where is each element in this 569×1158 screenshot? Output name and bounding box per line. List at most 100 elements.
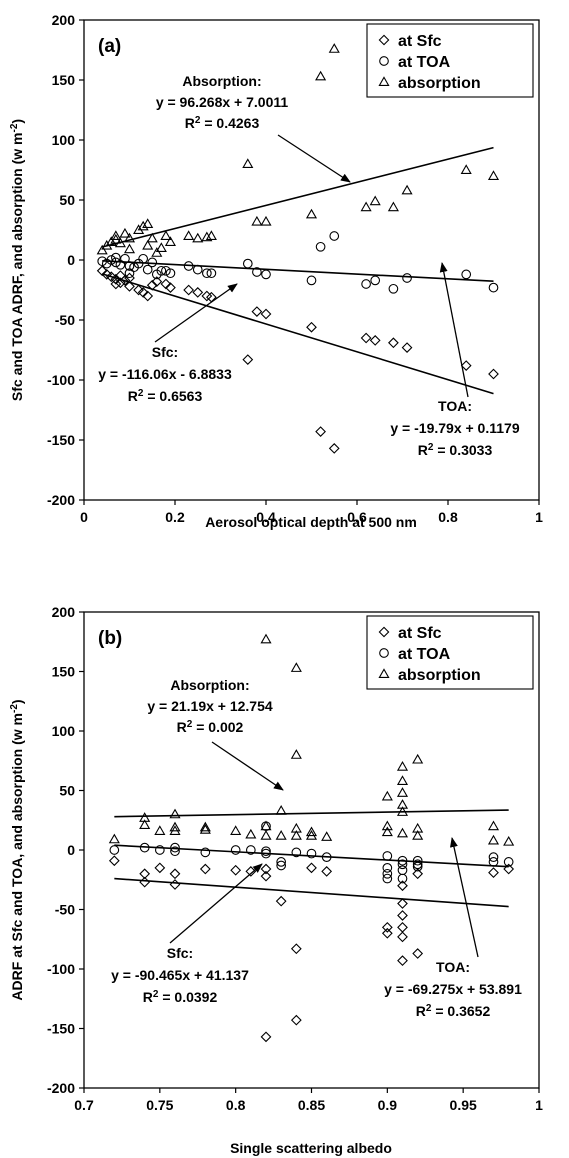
annotation-arrow-sfc-a [154, 283, 238, 343]
data-point [123, 232, 136, 243]
legend-label: at TOA [398, 646, 451, 663]
data-point [503, 857, 514, 867]
data-point [137, 287, 149, 298]
fit-line-sfc [101, 273, 494, 395]
data-point [321, 866, 333, 877]
series-at-sfc [108, 855, 515, 1043]
data-point [165, 282, 176, 293]
series-at-sfc [96, 265, 499, 454]
data-point [321, 852, 332, 862]
data-point [192, 232, 204, 243]
data-point [275, 830, 287, 840]
x-tick-label: 0.6 [347, 509, 367, 525]
data-point [315, 426, 326, 437]
data-point [202, 268, 212, 279]
legend-label: absorption [398, 75, 481, 92]
legend-marker-diamond [378, 626, 390, 638]
data-point [261, 848, 271, 859]
fit-equation: y = -69.275x + 53.891 [384, 981, 522, 997]
fit-lines-a [101, 146, 494, 395]
data-point [139, 876, 151, 888]
data-point [106, 255, 117, 265]
series-at-toa [109, 821, 514, 884]
x-tick-labels-a: 0 0.2 0.4 0.6 0.8 1 [80, 509, 543, 525]
fit-label-toa-b: TOA: y = -69.275x + 53.891 R2 = 0.3652 [384, 959, 522, 1019]
legend-a: at Sfc at TOA absorption [366, 23, 534, 98]
data-point [242, 354, 254, 365]
legend-label: at Sfc [398, 625, 442, 642]
fit-label-sfc-a: Sfc: y = -116.06x - 6.8833 R2 = 0.6563 [98, 344, 232, 404]
data-point [183, 284, 195, 296]
data-point [160, 278, 172, 290]
data-point [412, 830, 424, 840]
x-axis-label-b: Single scattering albedo [230, 1140, 392, 1156]
data-point [124, 268, 135, 279]
data-point [488, 867, 499, 878]
y-tick-label: 200 [52, 604, 76, 620]
data-point [183, 230, 195, 240]
legend-marker-circle [379, 648, 389, 658]
legend-box-b [366, 615, 534, 690]
data-point [110, 252, 121, 263]
data-point [275, 805, 287, 815]
fit-line-toa [114, 844, 509, 868]
data-points-b [108, 633, 515, 1043]
y-tick-labels-a: -200 -150 -100 -50 0 50 100 150 200 [47, 12, 75, 508]
data-point [105, 236, 117, 246]
data-point [388, 283, 399, 294]
data-point [119, 227, 131, 238]
data-point [183, 261, 194, 271]
fit-title: TOA: [436, 959, 470, 975]
data-point [290, 830, 302, 840]
data-point [199, 821, 211, 832]
data-point [156, 265, 167, 276]
data-point [503, 863, 515, 875]
data-point [242, 258, 253, 269]
y-tick-label: 0 [67, 842, 75, 858]
data-point [110, 273, 122, 285]
data-point [252, 267, 262, 277]
data-point [360, 332, 372, 344]
data-point [503, 835, 515, 846]
data-point [205, 230, 217, 240]
data-point [146, 279, 158, 291]
data-point [382, 851, 393, 861]
legend-label: absorption [398, 667, 481, 684]
y-tick-label: 50 [59, 783, 75, 799]
data-point [488, 368, 499, 380]
data-point [142, 264, 153, 275]
fit-label-absorption-b: Absorption: y = 21.19x + 12.754 R2 = 0.0… [147, 677, 273, 735]
series-at-toa [97, 231, 499, 294]
data-point [396, 787, 409, 797]
data-point [201, 290, 213, 302]
data-points-a [96, 43, 500, 454]
fit-equation: y = 21.19x + 12.754 [147, 698, 273, 714]
data-point [290, 943, 302, 955]
data-point [460, 360, 472, 371]
data-point [306, 862, 317, 874]
data-point [251, 306, 263, 317]
y-tick-label: 100 [52, 723, 76, 739]
data-point [396, 827, 409, 838]
data-point [245, 828, 257, 839]
data-point [115, 259, 126, 270]
x-tick-label: 0.95 [450, 1097, 477, 1113]
data-point [110, 233, 122, 244]
x-tick-label: 0.75 [146, 1097, 173, 1113]
fit-title: Sfc: [152, 344, 178, 360]
data-point [96, 244, 108, 255]
legend-box-a [366, 23, 534, 98]
data-point [260, 820, 272, 831]
fit-r2: R2 = 0.4263 [185, 115, 260, 132]
data-point [142, 218, 154, 228]
y-tick-label: 200 [52, 12, 76, 28]
data-point [397, 955, 408, 967]
data-point [488, 852, 499, 862]
data-point [110, 278, 122, 290]
data-point [396, 760, 409, 771]
data-point [260, 215, 272, 226]
y-tick-label: -100 [47, 372, 75, 388]
data-point [154, 845, 165, 855]
fit-line-absorption [102, 146, 494, 248]
data-point [139, 819, 151, 830]
